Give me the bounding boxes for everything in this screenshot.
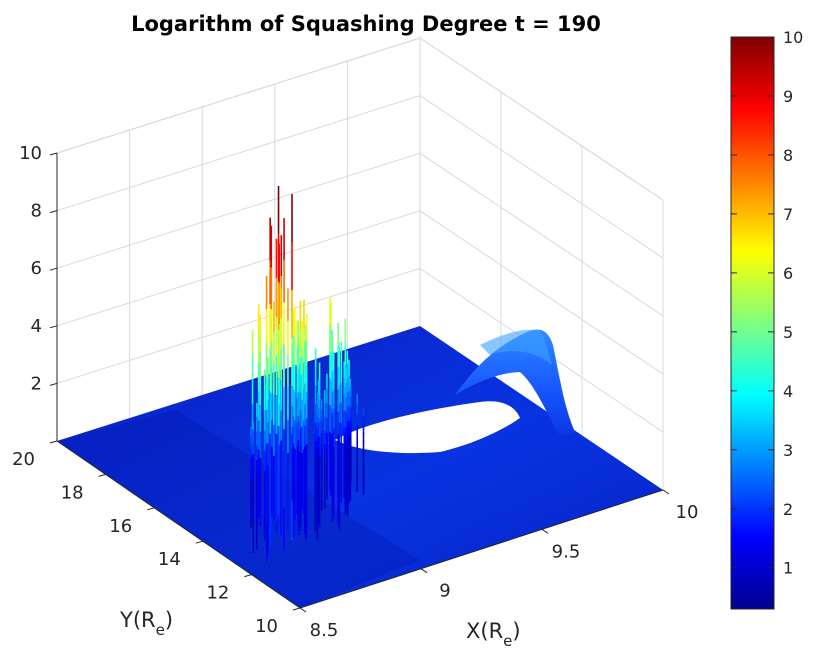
gridline-z [56,152,421,269]
gridline-z [419,37,664,201]
y-tick-label: 18 [61,482,84,503]
colorbar-tick-label: 4 [783,382,793,401]
chart-title: Logarithm of Squashing Degree t = 190 [131,12,601,36]
colorbar-tick-label: 7 [783,205,793,224]
surface-hole [335,401,520,454]
back-walls [56,37,664,330]
y-axis: 10 12 14 16 18 20 [12,440,301,637]
z-tick [49,382,58,386]
surface-floor [57,326,663,608]
x-axis-line [299,489,664,609]
surface-ridge-highlight [480,329,552,365]
z-tick-label: 10 [19,143,42,164]
z-tick [49,210,58,214]
gridline-z [56,95,421,212]
y-axis-label: Y(Re) [119,608,173,639]
colorbar-tick-label: 5 [783,323,793,342]
z-tick-label: 8 [31,201,42,222]
surface-floor-shade [57,410,420,608]
z-axis: 2 4 6 8 10 [19,143,58,394]
colorbar [730,36,775,610]
colorbar-tick-label: 1 [783,559,793,578]
x-axis: 8.5 9 9.5 10 [299,489,699,641]
gridline-z [56,210,421,327]
x-tick-label: 9.5 [552,541,581,562]
gridline-z [419,95,664,259]
colorbar-tick-label: 10 [783,28,803,47]
y-tick [195,540,203,544]
y-tick [244,574,252,578]
y-tick-label: 12 [206,583,229,604]
colorbar-tick-label: 8 [783,146,793,165]
colorbar-tick-label: 9 [783,87,793,106]
colorbar-tick-label: 6 [783,264,793,283]
y-tick-label: 20 [12,449,35,470]
x-tick-label: 9 [439,581,450,602]
gridline-z [419,210,664,375]
colorbar-ticks: 1 2 3 4 5 6 7 8 9 10 [731,28,803,578]
y-tick [147,507,155,511]
colorbar-tick-label: 3 [783,441,793,460]
z-tick-label: 2 [31,373,42,394]
gridline-z [56,37,421,154]
x-tick-label: 10 [676,502,699,523]
z-tick [49,152,58,156]
x-axis-label: X(Re) [466,619,521,650]
x-tick [299,607,307,613]
y-tick [98,473,106,477]
x-tick [662,489,670,495]
z-tick [49,325,58,329]
y-tick-label: 14 [158,549,181,570]
axes [56,153,664,609]
y-axis-line [56,440,301,609]
y-tick [49,440,58,444]
z-tick-label: 6 [31,258,42,279]
y-tick-label: 10 [255,616,278,637]
gridlines [56,36,664,490]
z-tick [49,267,58,271]
colorbar-tick-label: 2 [783,500,793,519]
x-tick-label: 8.5 [310,620,339,641]
x-tick [420,568,428,574]
gridline-z [56,267,421,384]
spike-clusters [250,185,365,562]
y-tick-label: 16 [109,516,132,537]
x-tick [541,528,549,534]
z-tick-label: 4 [31,316,42,337]
y-tick [292,607,301,611]
gridline-z [419,152,664,317]
